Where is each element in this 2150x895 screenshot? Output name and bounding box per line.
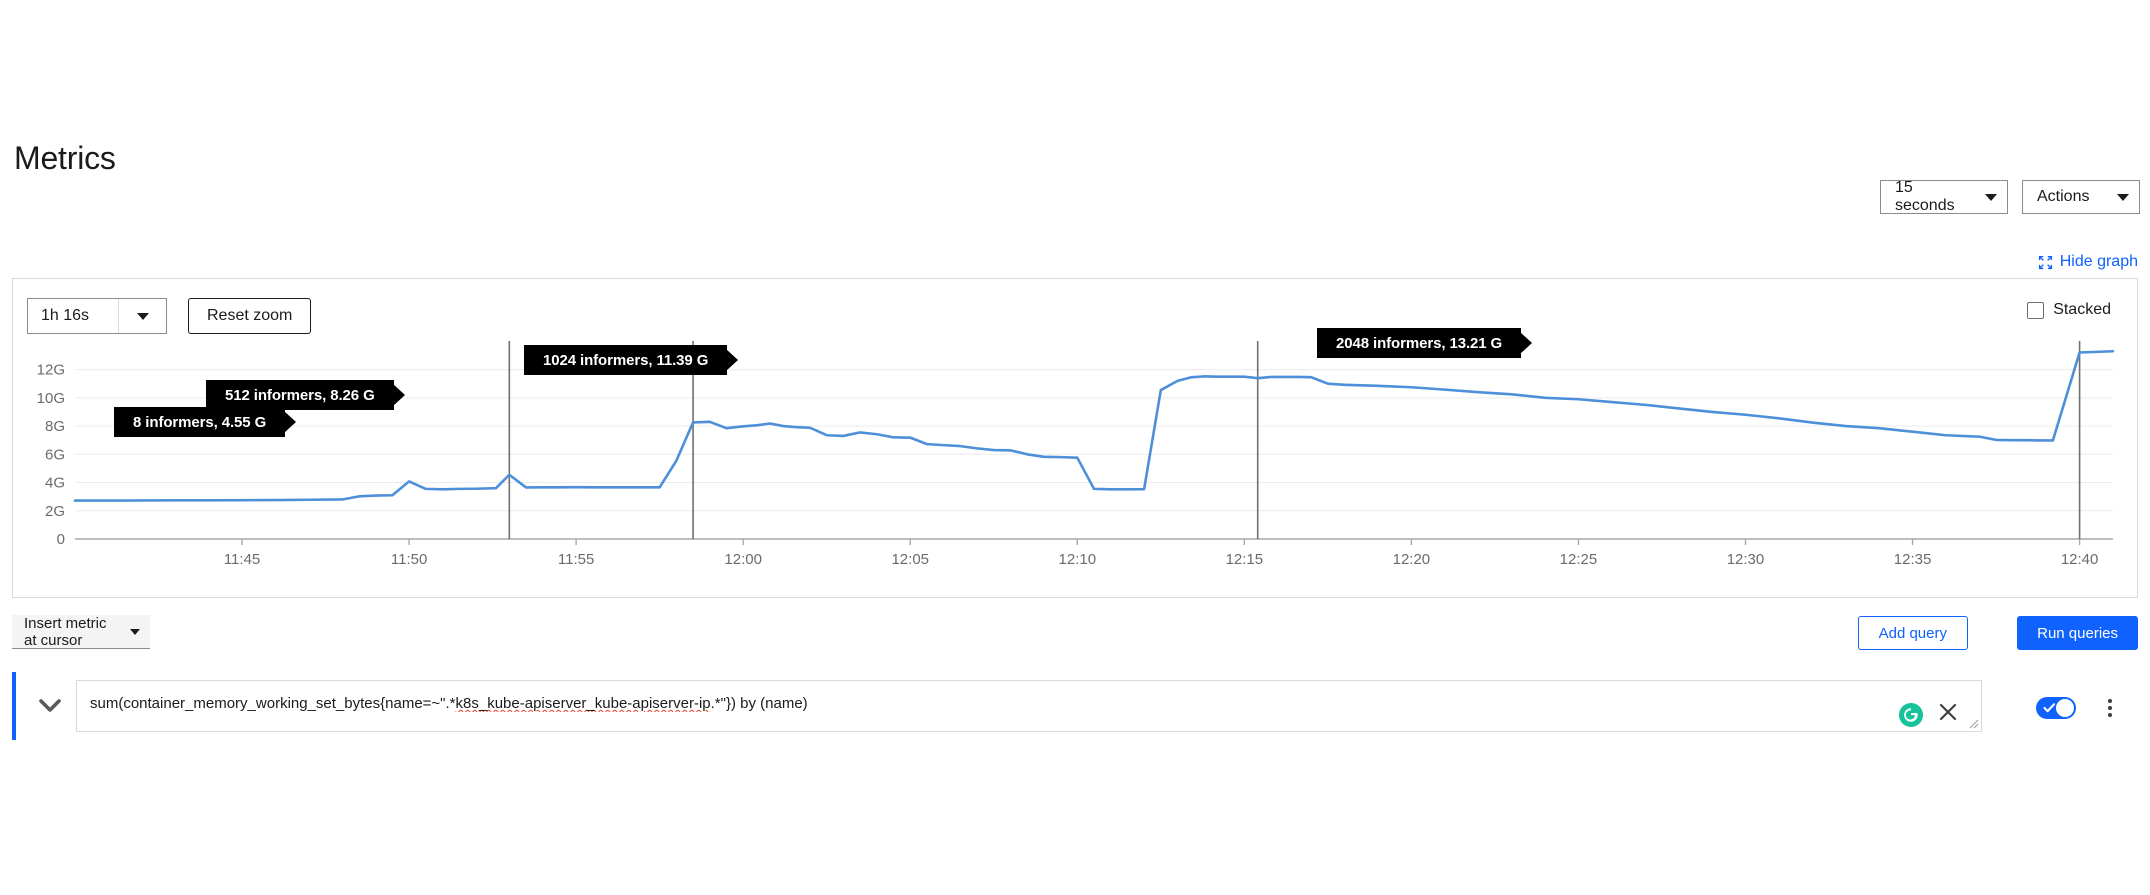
x-tick-label: 12:00 (724, 551, 762, 568)
metrics-line-chart: 0 2G 4G 6G 8G 10G 12G 11:45 11:50 11:55 12:00 12:0… (37, 341, 2115, 568)
toggle-knob (2056, 699, 2074, 717)
page-header: Metrics 15 seconds Actions (0, 140, 2150, 214)
query-text-misspelled: k8s_kube-apiserver_kube-apiserver-ip (455, 695, 711, 712)
insert-metric-label: Insert metric at cursor (24, 614, 107, 649)
query-input[interactable]: sum(container_memory_working_set_bytes{n… (90, 695, 1941, 712)
x-tick-label: 12:15 (1226, 551, 1264, 568)
y-tick-label: 6G (45, 446, 65, 463)
chevron-down-icon (130, 628, 140, 635)
grammarly-glyph-icon (1904, 708, 1918, 722)
stacked-control[interactable]: Stacked (2027, 301, 2111, 319)
chevron-down-icon (39, 699, 61, 712)
chart-annotation-ann-2048: 2048 informers, 13.21 G (1317, 328, 1522, 358)
query-text-suffix: .*"}) by (name) (710, 695, 808, 712)
time-range-value: 1h 16s (41, 307, 90, 324)
x-tick-label: 12:20 (1393, 551, 1431, 568)
chart-annotation-markers (508, 341, 2081, 539)
time-range-caret[interactable] (119, 312, 166, 320)
chevron-down-icon (136, 312, 149, 320)
expand-collapse-icon (2038, 255, 2052, 269)
grammarly-icon[interactable] (1899, 703, 1923, 727)
query-expand-toggle[interactable] (36, 692, 64, 720)
chart-area[interactable]: 0 2G 4G 6G 8G 10G 12G 11:45 11:50 11:55 12:00 12:0… (13, 341, 2139, 597)
query-text-prefix: sum(container_memory_working_set_bytes{n… (90, 695, 456, 712)
y-tick-label: 12G (37, 362, 65, 379)
x-tick-label: 11:55 (558, 551, 594, 568)
chart-x-axis (75, 538, 2113, 545)
dot (2108, 706, 2112, 710)
hide-graph-label: Hide graph (2059, 253, 2138, 270)
x-tick-label: 12:05 (891, 551, 929, 568)
query-input-container[interactable]: sum(container_memory_working_set_bytes{n… (76, 680, 1982, 732)
x-tick-label: 12:25 (1560, 551, 1598, 568)
actions-label: Actions (2037, 188, 2090, 205)
insert-metric-caret[interactable] (120, 628, 150, 635)
chart-annotation-ann-1024: 1024 informers, 11.39 G (524, 345, 728, 375)
dot (2108, 713, 2112, 717)
stacked-label: Stacked (2053, 301, 2111, 318)
y-tick-label: 0 (57, 531, 65, 548)
chevron-down-icon (2117, 193, 2129, 201)
close-icon[interactable] (1937, 701, 1959, 723)
y-tick-label: 2G (45, 503, 65, 520)
insert-metric-at-cursor-select[interactable]: Insert metric at cursor (12, 615, 150, 649)
run-queries-button[interactable]: Run queries (2017, 616, 2138, 650)
overflow-menu-icon[interactable] (2100, 696, 2120, 720)
chevron-down-icon (1985, 193, 1997, 201)
query-row: sum(container_memory_working_set_bytes{n… (12, 672, 2138, 740)
y-tick-label: 10G (37, 390, 65, 407)
query-enable-toggle[interactable] (2036, 697, 2076, 719)
chart-annotation-ann-8: 8 informers, 4.55 G (114, 407, 286, 437)
stacked-checkbox[interactable] (2027, 301, 2045, 319)
time-range-select[interactable]: 1h 16s (27, 298, 167, 334)
refresh-interval-dropdown[interactable]: 15 seconds (1880, 179, 2008, 214)
chart-series-line (73, 349, 2115, 502)
select-divider (118, 299, 119, 333)
chart-annotation-ann-512: 512 informers, 8.26 G (206, 380, 394, 410)
x-tick-label: 12:30 (1727, 551, 1765, 568)
x-tick-label: 11:50 (391, 551, 427, 568)
graph-panel: 1h 16s Reset zoom Stacked 0 2G 4G 6G 8G 10G 12… (12, 278, 2138, 598)
x-tick-label: 12:40 (2061, 551, 2099, 568)
y-tick-label: 8G (45, 418, 65, 435)
page-title: Metrics (14, 140, 116, 176)
hide-graph-button[interactable]: Hide graph (2038, 253, 2138, 271)
dot (2108, 699, 2112, 703)
x-tick-label: 11:45 (224, 551, 260, 568)
chart-gridlines (75, 369, 2113, 512)
actions-dropdown[interactable]: Actions (2022, 180, 2140, 214)
refresh-interval-label: 15 seconds (1895, 179, 1955, 214)
x-tick-label: 12:35 (1894, 551, 1932, 568)
chart-x-axis-labels: 11:45 11:50 11:55 12:00 12:05 12:10 12:15 12:20… (224, 551, 2099, 568)
checkmark-icon (2043, 703, 2056, 713)
reset-zoom-button[interactable]: Reset zoom (188, 298, 312, 334)
close-glyph (1939, 703, 1957, 721)
add-query-button[interactable]: Add query (1857, 616, 1968, 650)
chart-y-axis-labels: 0 2G 4G 6G 8G 10G 12G (37, 362, 65, 548)
y-tick-label: 4G (45, 475, 65, 492)
x-tick-label: 12:10 (1059, 551, 1097, 568)
resize-handle[interactable] (1969, 719, 1979, 729)
